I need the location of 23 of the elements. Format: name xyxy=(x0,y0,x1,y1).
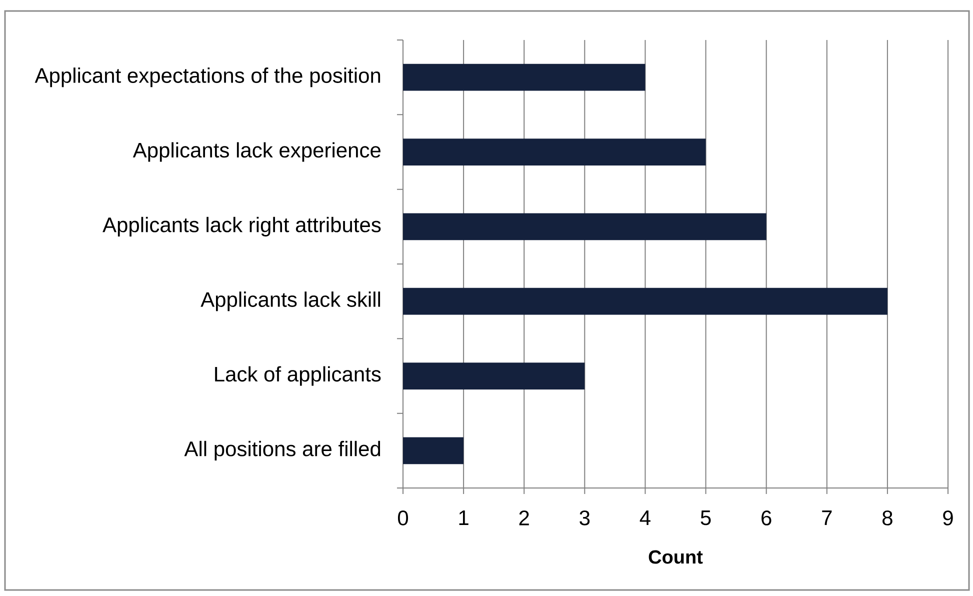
x-tick-label: 5 xyxy=(700,510,711,526)
y-tick-label: All positions are filled xyxy=(184,440,380,460)
x-tick-label: 1 xyxy=(459,510,468,525)
x-tick-label: 6 xyxy=(762,510,772,526)
y-tick-label: Applicants lack right attributes xyxy=(102,216,381,236)
x-tick-label: 3 xyxy=(580,510,590,526)
bar xyxy=(403,138,706,166)
y-tick-label: Lack of applicants xyxy=(215,366,381,386)
bar xyxy=(403,288,888,315)
x-tick-label: 2 xyxy=(519,510,529,526)
bar xyxy=(403,64,646,91)
y-tick-label: Applicants lack skill xyxy=(200,292,380,312)
x-tick-label: 7 xyxy=(822,510,832,525)
x-tick-label: 0 xyxy=(398,510,408,526)
bar xyxy=(403,213,766,240)
x-axis-title: Count xyxy=(648,550,703,564)
x-tick-label: 9 xyxy=(943,510,953,526)
bar xyxy=(403,362,585,390)
bar xyxy=(403,437,464,464)
x-tick-label: 4 xyxy=(640,510,650,525)
y-tick-label: Applicant expectations of the position xyxy=(34,68,380,88)
y-tick-label: Applicants lack experience xyxy=(132,142,380,162)
x-tick-label: 8 xyxy=(882,510,892,526)
